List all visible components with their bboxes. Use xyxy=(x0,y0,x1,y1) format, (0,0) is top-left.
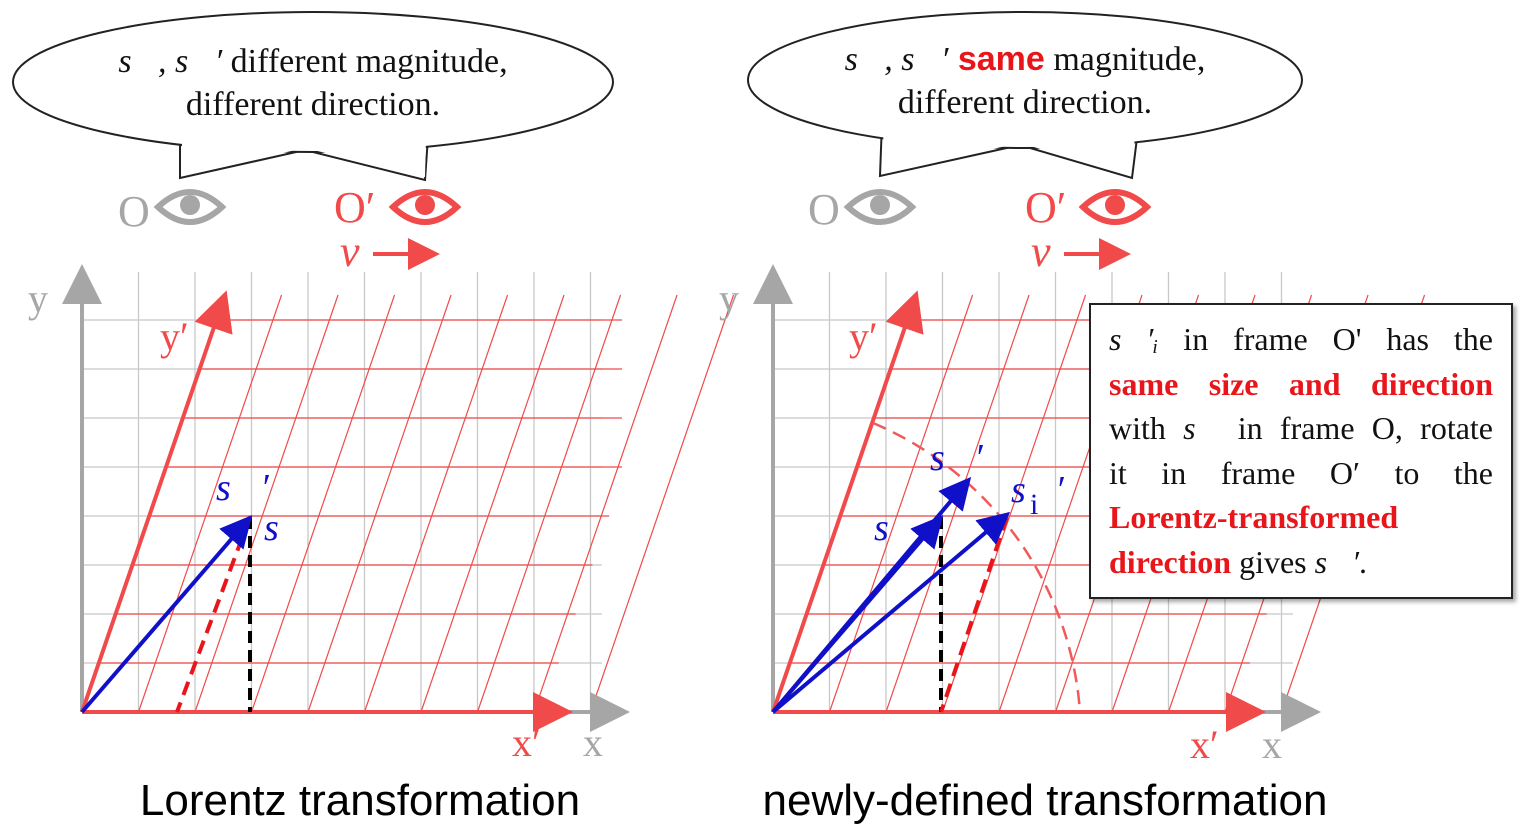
sheared-grid-line xyxy=(307,294,452,713)
sheared-projection xyxy=(939,516,1009,713)
left-panel: s⃗, s⃗′ different magnitude, different d… xyxy=(12,11,735,825)
speech-bubble-right: s⃗, s⃗′ same magnitude, different direct… xyxy=(747,11,1303,180)
bubble-left-line1: s⃗, s⃗′ different magnitude, xyxy=(118,43,507,80)
vector-s xyxy=(80,514,253,714)
vector-sprime-label: s⃗′ xyxy=(216,467,269,509)
bubble-right-line2: different direction. xyxy=(898,84,1152,121)
xprime-axis-label: x′ xyxy=(512,720,541,765)
yprime-axis xyxy=(771,290,924,713)
x-axis-label: x xyxy=(1262,722,1282,767)
sheared-grid-line xyxy=(533,294,678,713)
yprime-axis xyxy=(80,290,233,713)
info-line-3: with s⃗ in frame O, rotate xyxy=(1109,410,1494,446)
y-axis-label: y xyxy=(719,276,739,321)
info-line-5: Lorentz-transformed xyxy=(1109,499,1399,535)
sheared-grid-line xyxy=(363,294,509,713)
velocity-label: v xyxy=(1031,227,1051,276)
bubble-right-line1: s⃗, s⃗′ same magnitude, xyxy=(845,40,1206,78)
caption-right: newly-defined transformation xyxy=(763,776,1328,825)
y-axis-label: y xyxy=(28,276,48,321)
observer-oprime-label: O′ xyxy=(334,183,375,232)
sheared-grid-line xyxy=(476,294,622,713)
vector-s-label: s⃗ xyxy=(264,507,308,549)
sheared-grid-line xyxy=(589,294,735,713)
xprime-axis-label: x′ xyxy=(1190,722,1219,767)
speech-bubble-left: s⃗, s⃗′ different magnitude, different d… xyxy=(12,11,614,182)
observer-oprime-label: O′ xyxy=(1025,183,1066,232)
eye-icon xyxy=(388,189,462,225)
eye-icon xyxy=(843,189,917,225)
info-line-1: s⃗′ᵢ in frame O' has the xyxy=(1109,321,1493,357)
observer-o-label: O xyxy=(808,185,840,234)
x-axis-label: x xyxy=(583,720,603,765)
vector-si-prime-label: s⃗′i xyxy=(1011,469,1064,521)
explanation-box: s⃗′ᵢ in frame O' has the same size and d… xyxy=(1089,303,1513,599)
sheared-grid-line xyxy=(941,294,1087,713)
vector-si-prime xyxy=(771,511,1011,714)
caption-left: Lorentz transformation xyxy=(140,776,580,825)
velocity-label: v xyxy=(340,227,360,276)
vector-sprime xyxy=(771,476,972,714)
magnitude-arc xyxy=(872,421,1082,713)
info-line-6: direction gives s⃗′. xyxy=(1109,543,1367,580)
vector-s-label: s⃗ xyxy=(874,507,918,549)
sheared-grid-line xyxy=(420,294,565,713)
observer-o-label: O xyxy=(118,187,150,236)
bubble-left-line2: different direction. xyxy=(186,86,440,123)
yprime-axis-label: y′ xyxy=(849,314,878,359)
eye-icon xyxy=(153,189,227,225)
vector-sprime-label: s⃗′ xyxy=(930,437,983,479)
sheared-grid-line xyxy=(250,294,396,713)
sheared-grid-line xyxy=(885,294,1030,713)
yprime-axis-label: y′ xyxy=(160,314,189,359)
info-line-4: it in frame O′ to the xyxy=(1109,454,1493,491)
sheared-grid-line xyxy=(137,294,283,713)
info-line-2: same size and direction xyxy=(1109,365,1493,402)
sheared-grid-line xyxy=(194,294,339,713)
right-panel: s⃗, s⃗′ same magnitude, different direct… xyxy=(719,11,1426,825)
red-sheared-grid xyxy=(98,294,735,713)
eye-icon xyxy=(1078,189,1152,225)
